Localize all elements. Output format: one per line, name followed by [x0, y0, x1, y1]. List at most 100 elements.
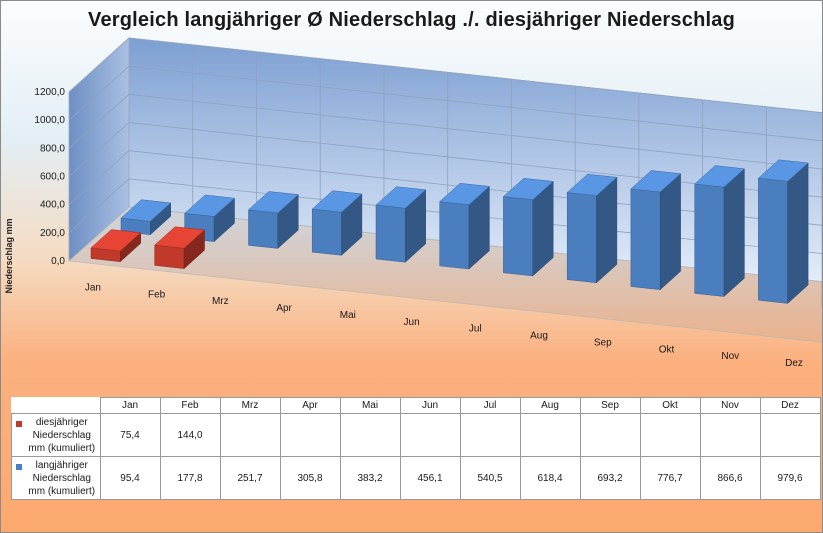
- bar-front-face: [758, 177, 788, 304]
- table-header-cell: Aug: [519, 397, 581, 414]
- x-tick-label: Dez: [785, 358, 803, 369]
- table-cell: 251,7: [219, 456, 281, 500]
- bar: [566, 173, 618, 284]
- legend-swatch: [16, 421, 22, 427]
- table-cell: [399, 413, 461, 457]
- x-tick-label: Okt: [659, 344, 675, 355]
- bar-front-face: [630, 188, 661, 290]
- y-tick-label: 400,0: [40, 200, 65, 211]
- bar-front-face: [566, 192, 597, 284]
- x-tick-label: Jun: [404, 317, 420, 328]
- x-tick-label: Jul: [469, 324, 482, 335]
- table-cell: 75,4: [99, 413, 161, 457]
- bar-front-face: [375, 204, 406, 263]
- bar-top-face: [630, 170, 682, 193]
- table-cell: 456,1: [399, 456, 461, 500]
- bar: [154, 226, 206, 270]
- table-cell: [579, 413, 641, 457]
- bar: [311, 190, 363, 256]
- table-header-row: Jan Feb Mrz Apr Mai Jun Jul Aug Sep Okt Nov Dez: [11, 397, 821, 414]
- bar-top-face: [566, 173, 618, 196]
- legend-label: langjähriger Niederschlag mm (kumuliert): [28, 459, 96, 497]
- chart-title: Vergleich langjähriger Ø Niederschlag ./…: [88, 9, 735, 31]
- x-tick-label: Feb: [148, 289, 166, 300]
- bar-front-face: [248, 209, 279, 249]
- x-tick-label: Aug: [530, 331, 548, 342]
- bar-top-face: [439, 183, 490, 206]
- y-tick-label: 1200,0: [34, 87, 65, 98]
- table-header-cell: Dez: [759, 397, 821, 414]
- x-tick-label: Mai: [340, 310, 356, 321]
- bar-top-face: [375, 186, 427, 209]
- x-tick-label: Nov: [721, 351, 739, 362]
- bar-top-face: [694, 165, 745, 188]
- bar: [439, 183, 490, 270]
- y-tick-label: 600,0: [40, 172, 65, 183]
- legend-entry: diesjähriger Niederschlag mm (kumuliert): [11, 413, 101, 457]
- bar-top-face: [311, 190, 363, 213]
- table-row: langjähriger Niederschlag mm (kumuliert)…: [11, 456, 821, 500]
- table-cell: 383,2: [339, 456, 401, 500]
- table-cell: 866,6: [699, 456, 761, 500]
- gridline: [68, 93, 822, 170]
- table-cell: [699, 413, 761, 457]
- table-cell: [219, 413, 281, 457]
- table-cell: [279, 413, 341, 457]
- table-cell: [459, 413, 521, 457]
- bar-top-face: [757, 159, 809, 182]
- table-row: diesjähriger Niederschlag mm (kumuliert)…: [11, 413, 821, 457]
- bar-front-face: [503, 196, 534, 277]
- bar: [502, 178, 554, 277]
- bar-top-face: [184, 194, 236, 217]
- table-header-cell: Jun: [399, 397, 461, 414]
- table-cell: 177,8: [159, 456, 221, 500]
- table-header-cell: Sep: [579, 397, 641, 414]
- chart-plot: 0,0 200,0 400,0 600,0 800,0 1000,0 1200,0 Jan F…: [34, 37, 822, 369]
- table-header-cell: Nov: [699, 397, 761, 414]
- bar: [757, 159, 809, 304]
- bar-front-face: [694, 183, 725, 297]
- bar-top-face: [90, 229, 142, 252]
- y-tick-label: 200,0: [40, 228, 65, 239]
- gridline: [68, 65, 822, 142]
- table-corner: [11, 397, 101, 414]
- gridline: [68, 37, 822, 114]
- table-cell: 693,2: [579, 456, 641, 500]
- bar-front-face: [311, 208, 342, 256]
- table-header-cell: Feb: [159, 397, 221, 414]
- table-header-cell: Mai: [339, 397, 401, 414]
- bar: [630, 170, 682, 291]
- bar-front-face: [439, 201, 470, 270]
- table-header-cell: Okt: [639, 397, 701, 414]
- x-tick-label: Apr: [276, 303, 292, 314]
- table-cell: [759, 413, 821, 457]
- bar-side-face: [723, 168, 745, 298]
- table-header-cell: Apr: [279, 397, 341, 414]
- bar-front-face: [154, 244, 185, 269]
- legend-entry: langjähriger Niederschlag mm (kumuliert): [11, 456, 101, 500]
- bar-side-face: [787, 162, 809, 304]
- bar: [247, 191, 299, 249]
- table-cell: [639, 413, 701, 457]
- y-tick-label: 1000,0: [34, 115, 65, 126]
- table-cell: 618,4: [519, 456, 581, 500]
- data-table: Jan Feb Mrz Apr Mai Jun Jul Aug Sep Okt Nov Dez die…: [11, 397, 821, 500]
- bar-top-face: [120, 199, 172, 222]
- bar: [694, 165, 745, 298]
- x-tick-label: Mrz: [212, 296, 229, 307]
- bar-side-face: [659, 173, 681, 291]
- bar-top-face: [247, 191, 299, 214]
- legend-swatch: [16, 464, 22, 470]
- bar-top-face: [154, 226, 206, 249]
- x-tick-label: Sep: [594, 337, 612, 348]
- table-header-cell: Jul: [459, 397, 521, 414]
- legend-label: diesjähriger Niederschlag mm (kumuliert): [28, 416, 96, 454]
- x-tick-label: Jan: [85, 282, 101, 293]
- table-header-cell: Jan: [99, 397, 161, 414]
- table-header-cell: Mrz: [219, 397, 281, 414]
- table-cell: 305,8: [279, 456, 341, 500]
- y-tick-label: 800,0: [40, 143, 65, 154]
- table-cell: 540,5: [459, 456, 521, 500]
- bar: [120, 199, 172, 236]
